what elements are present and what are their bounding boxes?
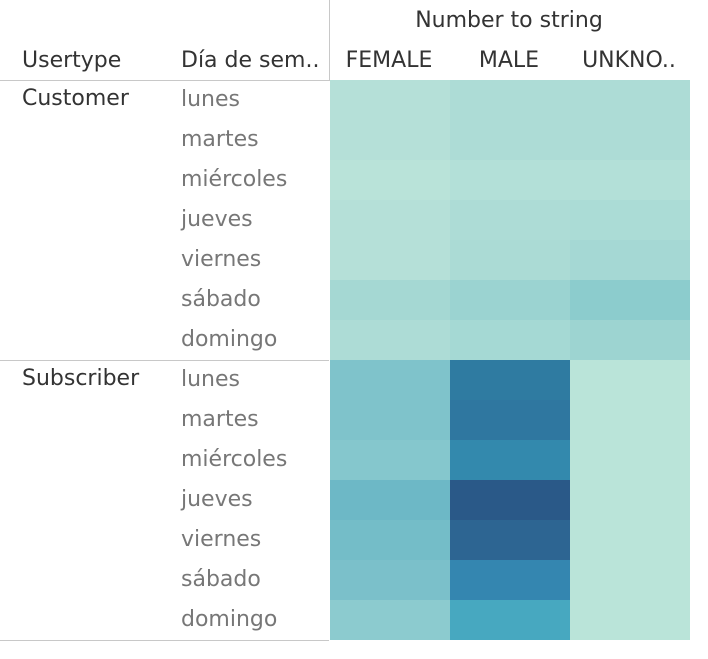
row-header-day: Día de sem..	[181, 48, 320, 73]
day-label: domingo	[181, 607, 278, 632]
heatmap-cell	[570, 360, 690, 400]
heatmap-cell	[450, 280, 570, 320]
day-label: sábado	[181, 287, 261, 312]
heatmap-cell	[330, 80, 450, 120]
heatmap-cell	[450, 160, 570, 200]
day-label: martes	[181, 127, 259, 152]
day-label: jueves	[181, 207, 253, 232]
column-header-male: MALE	[478, 48, 540, 73]
usertype-label: Subscriber	[22, 366, 140, 391]
heatmap-cell	[450, 80, 570, 120]
heatmap-cell	[570, 280, 690, 320]
heatmap-cell	[570, 440, 690, 480]
heatmap-cell	[330, 120, 450, 160]
day-label: domingo	[181, 327, 278, 352]
heatmap-cell	[570, 320, 690, 360]
heatmap-cell	[330, 480, 450, 520]
heatmap-cell	[450, 600, 570, 640]
heatmap-cell	[330, 240, 450, 280]
day-label: viernes	[181, 247, 262, 272]
heatmap-cell	[330, 160, 450, 200]
day-label: lunes	[181, 87, 240, 112]
day-label: miércoles	[181, 447, 288, 472]
heatmap-cell	[330, 320, 450, 360]
row-header-usertype: Usertype	[22, 48, 122, 73]
heatmap-cell	[330, 200, 450, 240]
column-header-female: FEMALE	[345, 48, 433, 73]
day-label: viernes	[181, 527, 262, 552]
usertype-label: Customer	[22, 86, 129, 111]
day-label: jueves	[181, 487, 253, 512]
day-label: sábado	[181, 567, 261, 592]
heatmap-cell	[570, 80, 690, 120]
heatmap-cell	[570, 400, 690, 440]
heatmap-cell	[330, 520, 450, 560]
heatmap-cell	[450, 400, 570, 440]
heatmap-cell	[570, 560, 690, 600]
heatmap-cell	[330, 400, 450, 440]
day-label: lunes	[181, 367, 240, 392]
column-group-title: Number to string	[415, 8, 603, 33]
heatmap-cell	[330, 560, 450, 600]
heatmap-cell	[330, 440, 450, 480]
heatmap-cell	[450, 120, 570, 160]
heatmap-cell	[570, 520, 690, 560]
header-divider	[329, 0, 330, 80]
heatmap-cell	[450, 520, 570, 560]
heatmap-cell	[450, 560, 570, 600]
heatmap-cell	[570, 200, 690, 240]
column-header-unknown: UNKNO..	[582, 48, 676, 73]
heatmap-cell	[330, 360, 450, 400]
heatmap-cell	[450, 320, 570, 360]
heatmap-cell	[450, 440, 570, 480]
heatmap-cell	[330, 280, 450, 320]
heatmap-cell	[450, 240, 570, 280]
heatmap-cell	[330, 600, 450, 640]
heatmap-cell	[570, 160, 690, 200]
heatmap-cell	[450, 480, 570, 520]
group-separator	[0, 640, 329, 641]
day-label: miércoles	[181, 167, 288, 192]
heatmap-cell	[570, 480, 690, 520]
day-label: martes	[181, 407, 259, 432]
heatmap-cell	[570, 600, 690, 640]
heatmap-cell	[570, 120, 690, 160]
heatmap-cell	[450, 200, 570, 240]
group-separator	[0, 360, 329, 361]
heatmap-cell	[570, 240, 690, 280]
heatmap-cell	[450, 360, 570, 400]
